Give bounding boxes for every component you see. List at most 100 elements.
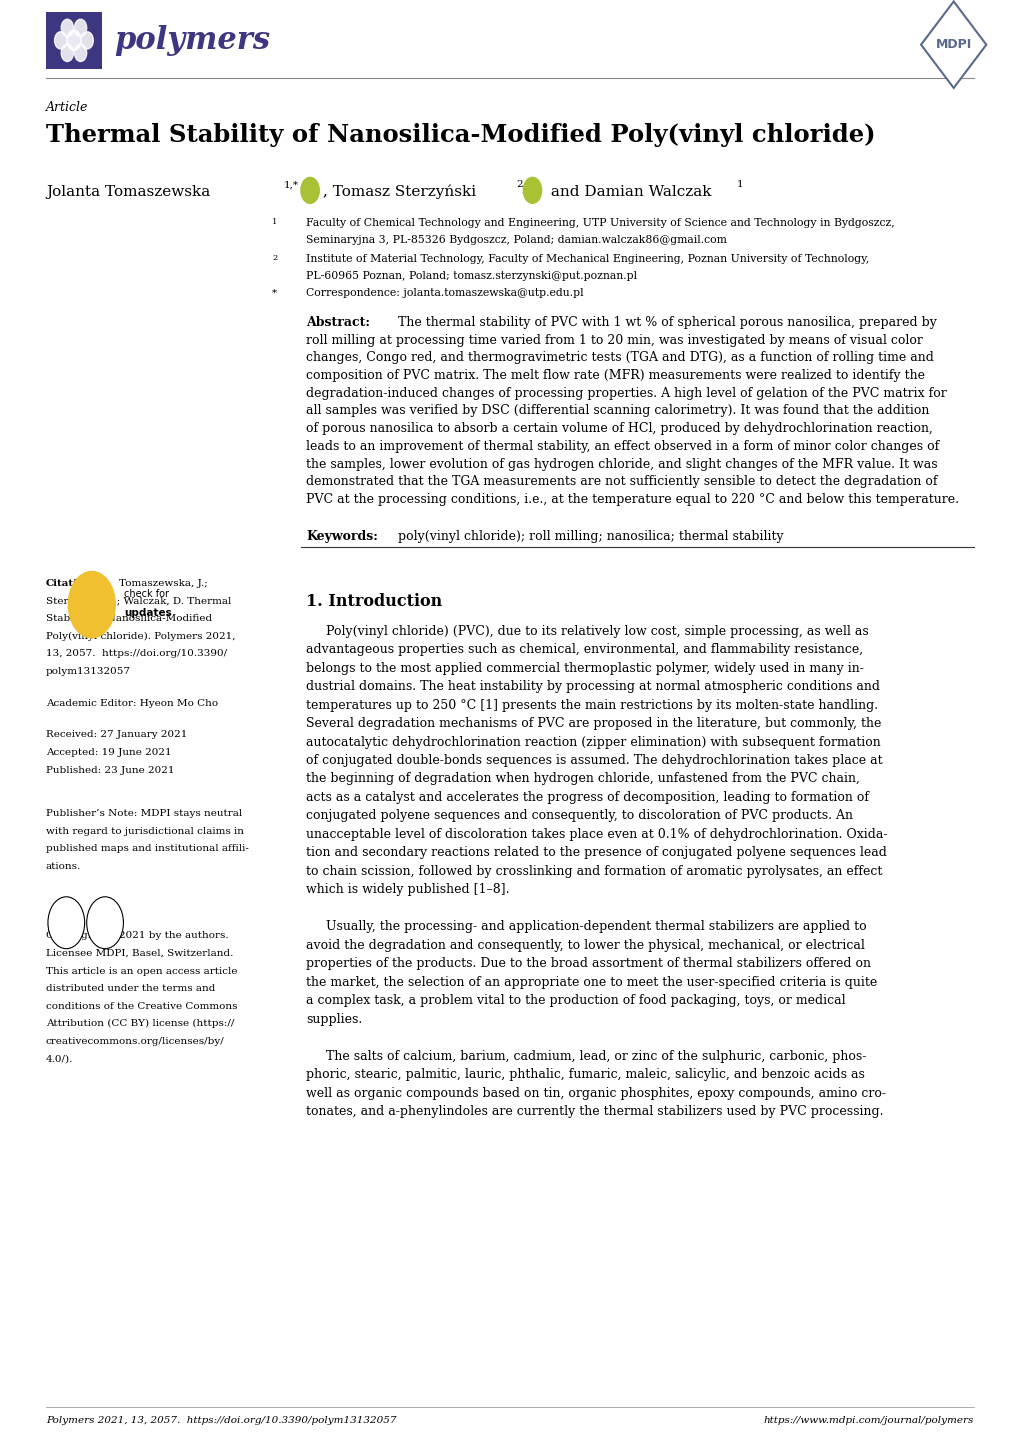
Text: of porous nanosilica to absorb a certain volume of HCl, produced by dehydrochlor: of porous nanosilica to absorb a certain…: [306, 423, 932, 435]
Circle shape: [55, 32, 67, 49]
Text: belongs to the most applied commercial thermoplastic polymer, widely used in man: belongs to the most applied commercial t…: [306, 662, 863, 675]
Circle shape: [61, 19, 73, 36]
Text: Faculty of Chemical Technology and Engineering, UTP University of Science and Te: Faculty of Chemical Technology and Engin…: [306, 218, 894, 228]
Text: iD: iD: [528, 187, 536, 193]
Text: avoid the degradation and consequently, to lower the physical, mechanical, or el: avoid the degradation and consequently, …: [306, 939, 864, 952]
Text: leads to an improvement of thermal stability, an effect observed in a form of mi: leads to an improvement of thermal stabi…: [306, 440, 938, 453]
Text: the market, the selection of an appropriate one to meet the user-specified crite: the market, the selection of an appropri…: [306, 976, 876, 989]
Text: 1: 1: [736, 180, 742, 189]
Circle shape: [68, 571, 115, 637]
Text: Poly(vinyl chloride). Polymers 2021,: Poly(vinyl chloride). Polymers 2021,: [46, 632, 235, 640]
Text: 1: 1: [272, 218, 277, 226]
Text: autocatalytic dehydrochlorination reaction (zipper elimination) with subsequent : autocatalytic dehydrochlorination reacti…: [306, 735, 879, 748]
Text: published maps and institutional affili-: published maps and institutional affili-: [46, 845, 249, 854]
Text: Stability of Nanosilica-Modified: Stability of Nanosilica-Modified: [46, 614, 212, 623]
Text: unacceptable level of discoloration takes place even at 0.1% of dehydrochlorinat: unacceptable level of discoloration take…: [306, 828, 887, 841]
Text: Article: Article: [46, 101, 89, 114]
Text: composition of PVC matrix. The melt flow rate (MFR) measurements were realized t: composition of PVC matrix. The melt flow…: [306, 369, 924, 382]
Text: Copyright: © 2021 by the authors.: Copyright: © 2021 by the authors.: [46, 932, 228, 940]
Text: iD: iD: [306, 187, 314, 193]
Text: polym13132057: polym13132057: [46, 666, 130, 676]
Text: ations.: ations.: [46, 862, 82, 871]
Text: 13, 2057.  https://doi.org/10.3390/: 13, 2057. https://doi.org/10.3390/: [46, 649, 227, 658]
Text: Correspondence: jolanta.tomaszewska@utp.edu.pl: Correspondence: jolanta.tomaszewska@utp.…: [306, 288, 583, 298]
Text: 2: 2: [516, 180, 522, 189]
Circle shape: [81, 32, 94, 49]
Circle shape: [61, 45, 73, 62]
Text: Sterzyński, T.; Walczak, D. Thermal: Sterzyński, T.; Walczak, D. Thermal: [46, 597, 231, 606]
Text: and Damian Walczak: and Damian Walczak: [545, 185, 715, 199]
Text: well as organic compounds based on tin, organic phosphites, epoxy compounds, ami: well as organic compounds based on tin, …: [306, 1087, 886, 1100]
Text: tonates, and a-phenylindoles are currently the thermal stabilizers used by PVC p: tonates, and a-phenylindoles are current…: [306, 1106, 882, 1119]
Text: the beginning of degradation when hydrogen chloride, unfastened from the PVC cha: the beginning of degradation when hydrog…: [306, 773, 859, 786]
Text: *: *: [272, 288, 277, 297]
Circle shape: [87, 897, 123, 949]
Text: demonstrated that the TGA measurements are not sufficiently sensible to detect t: demonstrated that the TGA measurements a…: [306, 476, 936, 489]
Circle shape: [523, 177, 541, 203]
Circle shape: [48, 897, 85, 949]
Text: Abstract:: Abstract:: [306, 316, 370, 329]
Text: updates: updates: [124, 607, 172, 617]
FancyBboxPatch shape: [46, 12, 102, 69]
Text: the samples, lower evolution of gas hydrogen chloride, and slight changes of the: the samples, lower evolution of gas hydr…: [306, 457, 936, 470]
Text: of conjugated double-bonds sequences is assumed. The dehydrochlorination takes p: of conjugated double-bonds sequences is …: [306, 754, 881, 767]
Text: temperatures up to 250 °C [1] presents the main restrictions by its molten-state: temperatures up to 250 °C [1] presents t…: [306, 699, 877, 712]
Text: Poly(vinyl chloride) (PVC), due to its relatively low cost, simple processing, a: Poly(vinyl chloride) (PVC), due to its r…: [306, 624, 868, 637]
Text: MDPI: MDPI: [934, 37, 971, 52]
Text: distributed under the terms and: distributed under the terms and: [46, 985, 215, 994]
Text: conditions of the Creative Commons: conditions of the Creative Commons: [46, 1002, 237, 1011]
Text: to chain scission, followed by crosslinking and formation of aromatic pyrolysate: to chain scission, followed by crosslink…: [306, 865, 881, 878]
Text: 2: 2: [272, 254, 277, 262]
Text: conjugated polyene sequences and consequently, to discoloration of PVC products.: conjugated polyene sequences and consequ…: [306, 809, 852, 822]
Text: Thermal Stability of Nanosilica-Modified Poly(vinyl chloride): Thermal Stability of Nanosilica-Modified…: [46, 123, 874, 147]
Text: poly(vinyl chloride); roll milling; nanosilica; thermal stability: poly(vinyl chloride); roll milling; nano…: [397, 529, 783, 542]
Text: changes, Congo red, and thermogravimetric tests (TGA and DTG), as a function of : changes, Congo red, and thermogravimetri…: [306, 352, 933, 365]
Text: which is widely published [1–8].: which is widely published [1–8].: [306, 883, 510, 897]
Text: This article is an open access article: This article is an open access article: [46, 966, 237, 976]
Text: all samples was verified by DSC (differential scanning calorimetry). It was foun: all samples was verified by DSC (differe…: [306, 404, 928, 418]
Text: acts as a catalyst and accelerates the progress of decomposition, leading to for: acts as a catalyst and accelerates the p…: [306, 790, 868, 805]
Text: Attribution (CC BY) license (https://: Attribution (CC BY) license (https://: [46, 1019, 234, 1028]
Text: BY: BY: [100, 919, 110, 927]
Text: Received: 27 January 2021: Received: 27 January 2021: [46, 730, 187, 740]
Text: The thermal stability of PVC with 1 wt % of spherical porous nanosilica, prepare: The thermal stability of PVC with 1 wt %…: [397, 316, 935, 329]
Text: with regard to jurisdictional claims in: with regard to jurisdictional claims in: [46, 826, 244, 836]
Circle shape: [67, 30, 82, 50]
Text: degradation-induced changes of processing properties. A high level of gelation o: degradation-induced changes of processin…: [306, 386, 946, 399]
Text: Polymers 2021, 13, 2057.  https://doi.org/10.3390/polym13132057: Polymers 2021, 13, 2057. https://doi.org…: [46, 1416, 396, 1425]
Text: Institute of Material Technology, Faculty of Mechanical Engineering, Poznan Univ: Institute of Material Technology, Facult…: [306, 254, 868, 264]
Text: , Tomasz Sterzyński: , Tomasz Sterzyński: [323, 185, 481, 199]
Text: Keywords:: Keywords:: [306, 529, 377, 542]
Text: The salts of calcium, barium, cadmium, lead, or zinc of the sulphuric, carbonic,: The salts of calcium, barium, cadmium, l…: [306, 1050, 865, 1063]
Text: advantageous properties such as chemical, environmental, and flammability resist: advantageous properties such as chemical…: [306, 643, 862, 656]
Text: tion and secondary reactions related to the presence of conjugated polyene seque: tion and secondary reactions related to …: [306, 846, 886, 859]
Text: https://www.mdpi.com/journal/polymers: https://www.mdpi.com/journal/polymers: [763, 1416, 973, 1425]
Polygon shape: [920, 1, 985, 88]
Text: phoric, stearic, palmitic, lauric, phthalic, fumaric, maleic, salicylic, and ben: phoric, stearic, palmitic, lauric, phtha…: [306, 1069, 864, 1082]
Text: Published: 23 June 2021: Published: 23 June 2021: [46, 766, 174, 774]
Text: Accepted: 19 June 2021: Accepted: 19 June 2021: [46, 748, 171, 757]
Text: creativecommons.org/licenses/by/: creativecommons.org/licenses/by/: [46, 1037, 224, 1045]
Text: Seminaryjna 3, PL-85326 Bydgoszcz, Poland; damian.walczak86@gmail.com: Seminaryjna 3, PL-85326 Bydgoszcz, Polan…: [306, 235, 727, 245]
Text: properties of the products. Due to the broad assortment of thermal stabilizers o: properties of the products. Due to the b…: [306, 957, 870, 970]
Text: check for: check for: [124, 588, 169, 598]
Text: Citation:: Citation:: [46, 578, 96, 588]
Text: Academic Editor: Hyeon Mo Cho: Academic Editor: Hyeon Mo Cho: [46, 699, 218, 708]
Text: cc: cc: [61, 917, 71, 927]
Text: Several degradation mechanisms of PVC are proposed in the literature, but common: Several degradation mechanisms of PVC ar…: [306, 717, 880, 730]
Text: 4.0/).: 4.0/).: [46, 1054, 73, 1064]
Text: a complex task, a problem vital to the production of food packaging, toys, or me: a complex task, a problem vital to the p…: [306, 995, 845, 1008]
Text: PVC at the processing conditions, i.e., at the temperature equal to 220 °C and b: PVC at the processing conditions, i.e., …: [306, 493, 958, 506]
Text: PL-60965 Poznan, Poland; tomasz.sterzynski@put.poznan.pl: PL-60965 Poznan, Poland; tomasz.sterzyns…: [306, 271, 637, 281]
Circle shape: [301, 177, 319, 203]
Text: supplies.: supplies.: [306, 1012, 362, 1025]
Text: polymers: polymers: [114, 25, 270, 56]
Text: Jolanta Tomaszewska: Jolanta Tomaszewska: [46, 185, 215, 199]
Text: Publisher’s Note: MDPI stays neutral: Publisher’s Note: MDPI stays neutral: [46, 809, 242, 818]
Text: Tomaszewska, J.;: Tomaszewska, J.;: [119, 578, 208, 588]
Text: Usually, the processing- and application-dependent thermal stabilizers are appli: Usually, the processing- and application…: [306, 920, 866, 933]
Circle shape: [74, 45, 87, 62]
Text: 1,*: 1,*: [283, 180, 299, 189]
Circle shape: [74, 19, 87, 36]
Text: Licensee MDPI, Basel, Switzerland.: Licensee MDPI, Basel, Switzerland.: [46, 949, 233, 957]
